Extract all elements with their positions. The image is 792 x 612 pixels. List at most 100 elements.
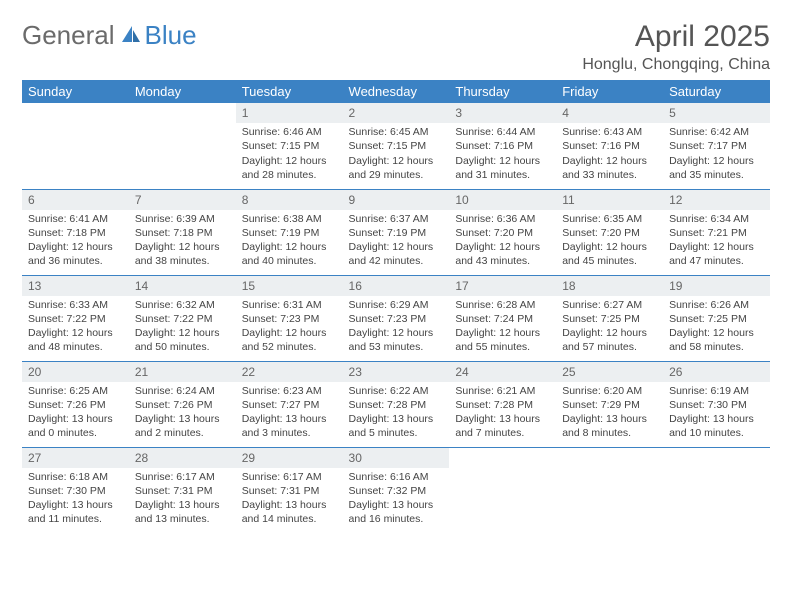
calendar-cell: 8Sunrise: 6:38 AMSunset: 7:19 PMDaylight… bbox=[236, 189, 343, 275]
calendar-cell: 10 Sunrise: 6:36 AMSunset: 7:20 PMDayligh… bbox=[449, 189, 556, 275]
calendar-cell: 12Sunrise: 6:34 AMSunset: 7:21 PMDayligh… bbox=[663, 189, 770, 275]
sunset-text: Sunset: 7:26 PM bbox=[28, 398, 123, 412]
weekday-header: Sunday bbox=[22, 80, 129, 103]
sunset-text: Sunset: 7:25 PM bbox=[669, 312, 764, 326]
calendar-cell bbox=[663, 447, 770, 533]
day-number: 1 bbox=[236, 103, 343, 123]
day-body: Sunrise: 6:35 AMSunset: 7:20 PMDaylight:… bbox=[556, 210, 663, 273]
sunrise-text: Sunrise: 6:38 AM bbox=[242, 212, 337, 226]
sunset-text: Sunset: 7:29 PM bbox=[562, 398, 657, 412]
weekday-header: Tuesday bbox=[236, 80, 343, 103]
sunset-text: Sunset: 7:28 PM bbox=[349, 398, 444, 412]
day-body: Sunrise: 6:16 AMSunset: 7:32 PMDaylight:… bbox=[343, 468, 450, 531]
brand-logo: General Blue bbox=[22, 20, 197, 51]
daylight-text: Daylight: 12 hours and 42 minutes. bbox=[349, 240, 444, 268]
day-body: Sunrise: 6:17 AMSunset: 7:31 PMDaylight:… bbox=[236, 468, 343, 531]
day-body: Sunrise: 6:24 AMSunset: 7:26 PMDaylight:… bbox=[129, 382, 236, 445]
day-number: 10 bbox=[449, 190, 556, 210]
sunset-text: Sunset: 7:26 PM bbox=[135, 398, 230, 412]
sunrise-text: Sunrise: 6:45 AM bbox=[349, 125, 444, 139]
calendar-cell: 2Sunrise: 6:45 AMSunset: 7:15 PMDaylight… bbox=[343, 103, 450, 189]
sunrise-text: Sunrise: 6:32 AM bbox=[135, 298, 230, 312]
sunrise-text: Sunrise: 6:23 AM bbox=[242, 384, 337, 398]
day-body: Sunrise: 6:17 AMSunset: 7:31 PMDaylight:… bbox=[129, 468, 236, 531]
calendar-header-row: SundayMondayTuesdayWednesdayThursdayFrid… bbox=[22, 80, 770, 103]
daylight-text: Daylight: 12 hours and 55 minutes. bbox=[455, 326, 550, 354]
sunrise-text: Sunrise: 6:19 AM bbox=[669, 384, 764, 398]
day-number: 14 bbox=[129, 276, 236, 296]
day-number: 29 bbox=[236, 448, 343, 468]
sunrise-text: Sunrise: 6:27 AM bbox=[562, 298, 657, 312]
calendar-cell: 13Sunrise: 6:33 AMSunset: 7:22 PMDayligh… bbox=[22, 275, 129, 361]
daylight-text: Daylight: 13 hours and 5 minutes. bbox=[349, 412, 444, 440]
day-number: 25 bbox=[556, 362, 663, 382]
calendar-cell: 23Sunrise: 6:22 AMSunset: 7:28 PMDayligh… bbox=[343, 361, 450, 447]
day-number: 11 bbox=[556, 190, 663, 210]
day-number: 8 bbox=[236, 190, 343, 210]
sunrise-text: Sunrise: 6:16 AM bbox=[349, 470, 444, 484]
day-body: Sunrise: 6:38 AMSunset: 7:19 PMDaylight:… bbox=[236, 210, 343, 273]
daylight-text: Daylight: 12 hours and 47 minutes. bbox=[669, 240, 764, 268]
sunrise-text: Sunrise: 6:17 AM bbox=[135, 470, 230, 484]
day-body: Sunrise: 6:32 AMSunset: 7:22 PMDaylight:… bbox=[129, 296, 236, 359]
calendar-cell: 6Sunrise: 6:41 AMSunset: 7:18 PMDaylight… bbox=[22, 189, 129, 275]
brand-part2: Blue bbox=[145, 20, 197, 51]
sunset-text: Sunset: 7:15 PM bbox=[349, 139, 444, 153]
calendar-cell: 30Sunrise: 6:16 AMSunset: 7:32 PMDayligh… bbox=[343, 447, 450, 533]
day-body: Sunrise: 6:44 AMSunset: 7:16 PMDaylight:… bbox=[449, 123, 556, 186]
calendar-cell: 15Sunrise: 6:31 AMSunset: 7:23 PMDayligh… bbox=[236, 275, 343, 361]
calendar-cell: 28Sunrise: 6:17 AMSunset: 7:31 PMDayligh… bbox=[129, 447, 236, 533]
sunrise-text: Sunrise: 6:17 AM bbox=[242, 470, 337, 484]
calendar-cell bbox=[449, 447, 556, 533]
day-body: Sunrise: 6:28 AMSunset: 7:24 PMDaylight:… bbox=[449, 296, 556, 359]
sunrise-text: Sunrise: 6:35 AM bbox=[562, 212, 657, 226]
daylight-text: Daylight: 13 hours and 16 minutes. bbox=[349, 498, 444, 526]
calendar-cell: 16Sunrise: 6:29 AMSunset: 7:23 PMDayligh… bbox=[343, 275, 450, 361]
sunrise-text: Sunrise: 6:39 AM bbox=[135, 212, 230, 226]
sunrise-text: Sunrise: 6:25 AM bbox=[28, 384, 123, 398]
sunset-text: Sunset: 7:20 PM bbox=[455, 226, 550, 240]
sunrise-text: Sunrise: 6:33 AM bbox=[28, 298, 123, 312]
calendar-table: SundayMondayTuesdayWednesdayThursdayFrid… bbox=[22, 80, 770, 533]
sunrise-text: Sunrise: 6:24 AM bbox=[135, 384, 230, 398]
daylight-text: Daylight: 13 hours and 7 minutes. bbox=[455, 412, 550, 440]
sunset-text: Sunset: 7:23 PM bbox=[242, 312, 337, 326]
sunset-text: Sunset: 7:30 PM bbox=[28, 484, 123, 498]
day-body: Sunrise: 6:43 AMSunset: 7:16 PMDaylight:… bbox=[556, 123, 663, 186]
daylight-text: Daylight: 13 hours and 0 minutes. bbox=[28, 412, 123, 440]
calendar-week: 6Sunrise: 6:41 AMSunset: 7:18 PMDaylight… bbox=[22, 189, 770, 275]
sunrise-text: Sunrise: 6:36 AM bbox=[455, 212, 550, 226]
sunrise-text: Sunrise: 6:41 AM bbox=[28, 212, 123, 226]
sunset-text: Sunset: 7:31 PM bbox=[242, 484, 337, 498]
daylight-text: Daylight: 12 hours and 35 minutes. bbox=[669, 154, 764, 182]
header: GeneralBlue April 2025 Honglu, Chongqing… bbox=[22, 20, 770, 74]
calendar-cell: 29Sunrise: 6:17 AMSunset: 7:31 PMDayligh… bbox=[236, 447, 343, 533]
daylight-text: Daylight: 12 hours and 43 minutes. bbox=[455, 240, 550, 268]
sunrise-text: Sunrise: 6:22 AM bbox=[349, 384, 444, 398]
day-body: Sunrise: 6:31 AMSunset: 7:23 PMDaylight:… bbox=[236, 296, 343, 359]
sunset-text: Sunset: 7:19 PM bbox=[242, 226, 337, 240]
sunrise-text: Sunrise: 6:18 AM bbox=[28, 470, 123, 484]
sunset-text: Sunset: 7:28 PM bbox=[455, 398, 550, 412]
daylight-text: Daylight: 13 hours and 14 minutes. bbox=[242, 498, 337, 526]
brand-part1: General bbox=[22, 20, 115, 51]
day-number: 19 bbox=[663, 276, 770, 296]
sunset-text: Sunset: 7:16 PM bbox=[455, 139, 550, 153]
sunset-text: Sunset: 7:18 PM bbox=[28, 226, 123, 240]
calendar-week: 1Sunrise: 6:46 AMSunset: 7:15 PMDaylight… bbox=[22, 103, 770, 189]
day-number: 30 bbox=[343, 448, 450, 468]
day-body: Sunrise: 6:46 AMSunset: 7:15 PMDaylight:… bbox=[236, 123, 343, 186]
day-body: Sunrise: 6:20 AMSunset: 7:29 PMDaylight:… bbox=[556, 382, 663, 445]
weekday-header: Thursday bbox=[449, 80, 556, 103]
day-body: Sunrise: 6:29 AMSunset: 7:23 PMDaylight:… bbox=[343, 296, 450, 359]
sunset-text: Sunset: 7:15 PM bbox=[242, 139, 337, 153]
sunrise-text: Sunrise: 6:43 AM bbox=[562, 125, 657, 139]
location-subtitle: Honglu, Chongqing, China bbox=[582, 56, 770, 74]
day-number: 2 bbox=[343, 103, 450, 123]
day-body: Sunrise: 6:21 AMSunset: 7:28 PMDaylight:… bbox=[449, 382, 556, 445]
sunset-text: Sunset: 7:23 PM bbox=[349, 312, 444, 326]
sunset-text: Sunset: 7:31 PM bbox=[135, 484, 230, 498]
sunset-text: Sunset: 7:22 PM bbox=[28, 312, 123, 326]
daylight-text: Daylight: 13 hours and 13 minutes. bbox=[135, 498, 230, 526]
daylight-text: Daylight: 12 hours and 53 minutes. bbox=[349, 326, 444, 354]
